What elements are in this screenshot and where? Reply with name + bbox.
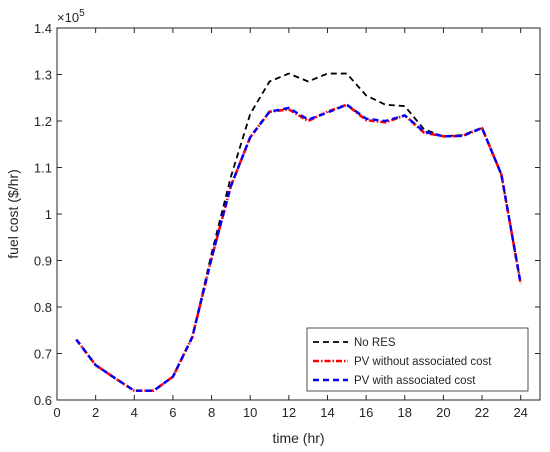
- x-tick-label: 20: [436, 405, 450, 420]
- x-tick-label: 10: [243, 405, 257, 420]
- x-tick-label: 16: [359, 405, 373, 420]
- y-tick-label: 0.7: [34, 347, 52, 362]
- x-tick-label: 18: [398, 405, 412, 420]
- tick-layer: 0 2 4 6 8 10 12 14 16 18 20 22 240.60.70.80.911.11.2…: [34, 21, 540, 420]
- series-layer: [75, 72, 522, 393]
- x-tick-label: 0: [53, 405, 60, 420]
- y-exponent-label: ×105: [57, 8, 85, 25]
- y-exponent-base: ×10: [57, 10, 79, 25]
- x-tick-label: 22: [475, 405, 489, 420]
- x-axis-label: time (hr): [272, 430, 324, 446]
- x-tick-label: 2: [92, 405, 99, 420]
- x-tick-label: 14: [320, 405, 334, 420]
- x-tick-label: 4: [131, 405, 138, 420]
- y-tick-label: 0.9: [34, 254, 52, 269]
- x-tick-label: 12: [282, 405, 296, 420]
- y-axis-label: fuel cost ($/hr): [5, 169, 21, 258]
- plot-frame: [56, 27, 541, 401]
- y-tick-label: 1.3: [34, 68, 52, 83]
- x-tick-label: 8: [208, 405, 215, 420]
- y-tick-label: 1.2: [34, 114, 52, 129]
- legend-entry-0: No RES: [354, 337, 396, 349]
- y-exponent-power: 5: [79, 8, 85, 19]
- y-tick-label: 1.4: [34, 21, 52, 36]
- legend-entry-1: PV without associated cost: [354, 356, 492, 368]
- legend-entry-2: PV with associated cost: [354, 375, 476, 387]
- y-tick-label: 0.6: [34, 393, 52, 408]
- y-tick-label: 1: [45, 207, 52, 222]
- legend-items: No RES PV without associated cost PV with …: [313, 337, 492, 387]
- y-tick-label: 1.1: [34, 161, 52, 176]
- x-tick-label: 6: [169, 405, 176, 420]
- legend-box: [306, 327, 529, 392]
- legend: No RES PV without associated cost PV with …: [306, 327, 529, 392]
- y-tick-label: 0.8: [34, 300, 52, 315]
- series-line-2: [75, 103, 522, 392]
- x-tick-label: 24: [513, 405, 527, 420]
